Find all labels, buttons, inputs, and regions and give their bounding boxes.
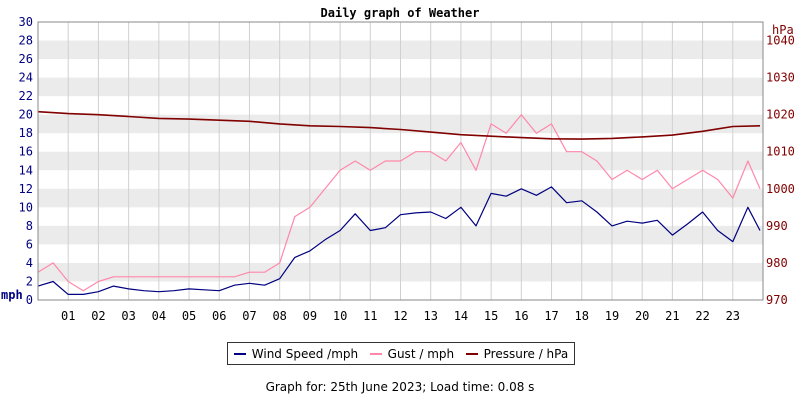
right-axis-tick-label: 1040 — [766, 34, 795, 48]
x-axis-tick-label: 20 — [635, 309, 649, 323]
left-axis-tick-label: 26 — [19, 52, 33, 66]
legend-label-wind: Wind Speed /mph — [251, 346, 359, 361]
left-axis-tick-label: 12 — [19, 182, 33, 196]
chart-title: Daily graph of Weather — [321, 6, 480, 20]
legend-item-pressure: Pressure / hPa — [465, 346, 569, 361]
legend-swatch-wind — [233, 352, 246, 355]
x-axis-tick-label: 22 — [695, 309, 709, 323]
x-axis-tick-label: 02 — [91, 309, 105, 323]
left-axis-tick-label: 24 — [19, 71, 33, 85]
left-axis-tick-label: 30 — [19, 15, 33, 29]
left-axis-tick-label: 16 — [19, 145, 33, 159]
x-axis-tick-label: 11 — [363, 309, 377, 323]
x-axis-tick-label: 15 — [484, 309, 498, 323]
footer-text: Graph for: 25th June 2023; Load time: 0.… — [265, 380, 535, 394]
x-axis-tick-label: 06 — [212, 309, 226, 323]
x-axis-tick-label: 05 — [182, 309, 196, 323]
x-axis-tick-label: 17 — [544, 309, 558, 323]
right-axis-tick-label: 990 — [766, 219, 788, 233]
x-axis-tick-label: 21 — [665, 309, 679, 323]
legend-swatch-gust — [369, 352, 382, 355]
left-axis-tick-label: 18 — [19, 126, 33, 140]
series-layer — [37, 110, 761, 295]
left-axis-tick-label: 10 — [19, 200, 33, 214]
right-axis-tick-label: 980 — [766, 256, 788, 270]
right-axis-tick-label: 1010 — [766, 145, 795, 159]
right-axis-tick-label: 1020 — [766, 108, 795, 122]
right-axis-tick-label: 1000 — [766, 182, 795, 196]
series-line-wind — [37, 186, 761, 295]
left-axis-tick-label: 0 — [26, 293, 33, 307]
right-axis-unit: hPa — [772, 23, 794, 37]
left-axis-tick-label: 2 — [26, 274, 33, 288]
left-axis-tick-label: 4 — [26, 256, 33, 270]
right-axis-ticks: 970 980 990 1000 1010 1020 1030 1040 — [766, 34, 795, 307]
legend-item-wind: Wind Speed /mph — [233, 346, 359, 361]
x-axis-tick-label: 04 — [152, 309, 166, 323]
legend: Wind Speed /mph Gust / mph Pressure / hP… — [227, 342, 575, 365]
x-axis-tick-label: 14 — [454, 309, 468, 323]
x-axis-tick-label: 10 — [333, 309, 347, 323]
left-axis-unit: mph — [1, 288, 23, 302]
x-axis-tick-label: 18 — [575, 309, 589, 323]
x-axis-ticks: 01 02 03 04 05 06 07 08 09 10 11 12 13 14 15 16 17 18 19 20… — [61, 309, 740, 323]
legend-swatch-pressure — [465, 352, 478, 355]
left-axis-tick-label: 8 — [26, 219, 33, 233]
x-axis-tick-label: 01 — [61, 309, 75, 323]
x-axis-tick-label: 03 — [121, 309, 135, 323]
x-axis-tick-label: 19 — [605, 309, 619, 323]
right-axis-tick-label: 1030 — [766, 71, 795, 85]
left-axis-tick-label: 20 — [19, 108, 33, 122]
x-axis-tick-label: 09 — [303, 309, 317, 323]
x-axis-tick-label: 13 — [423, 309, 437, 323]
x-axis-tick-label: 07 — [242, 309, 256, 323]
vertical-gridlines — [67, 22, 734, 300]
x-axis-tick-label: 12 — [393, 309, 407, 323]
right-axis-tick-label: 970 — [766, 293, 788, 307]
series-line-gust — [37, 114, 761, 292]
plot-border — [37, 21, 764, 301]
x-axis-tick-label: 23 — [726, 309, 740, 323]
legend-label-pressure: Pressure / hPa — [483, 346, 569, 361]
x-axis-tick-label: 16 — [514, 309, 528, 323]
legend-label-gust: Gust / mph — [387, 346, 455, 361]
x-axis-tick-label: 08 — [272, 309, 286, 323]
left-axis-tick-label: 22 — [19, 89, 33, 103]
left-axis-tick-label: 6 — [26, 237, 33, 251]
left-axis-tick-label: 14 — [19, 163, 33, 177]
left-axis-tick-label: 28 — [19, 34, 33, 48]
series-line-pressure — [37, 110, 761, 140]
legend-item-gust: Gust / mph — [369, 346, 455, 361]
